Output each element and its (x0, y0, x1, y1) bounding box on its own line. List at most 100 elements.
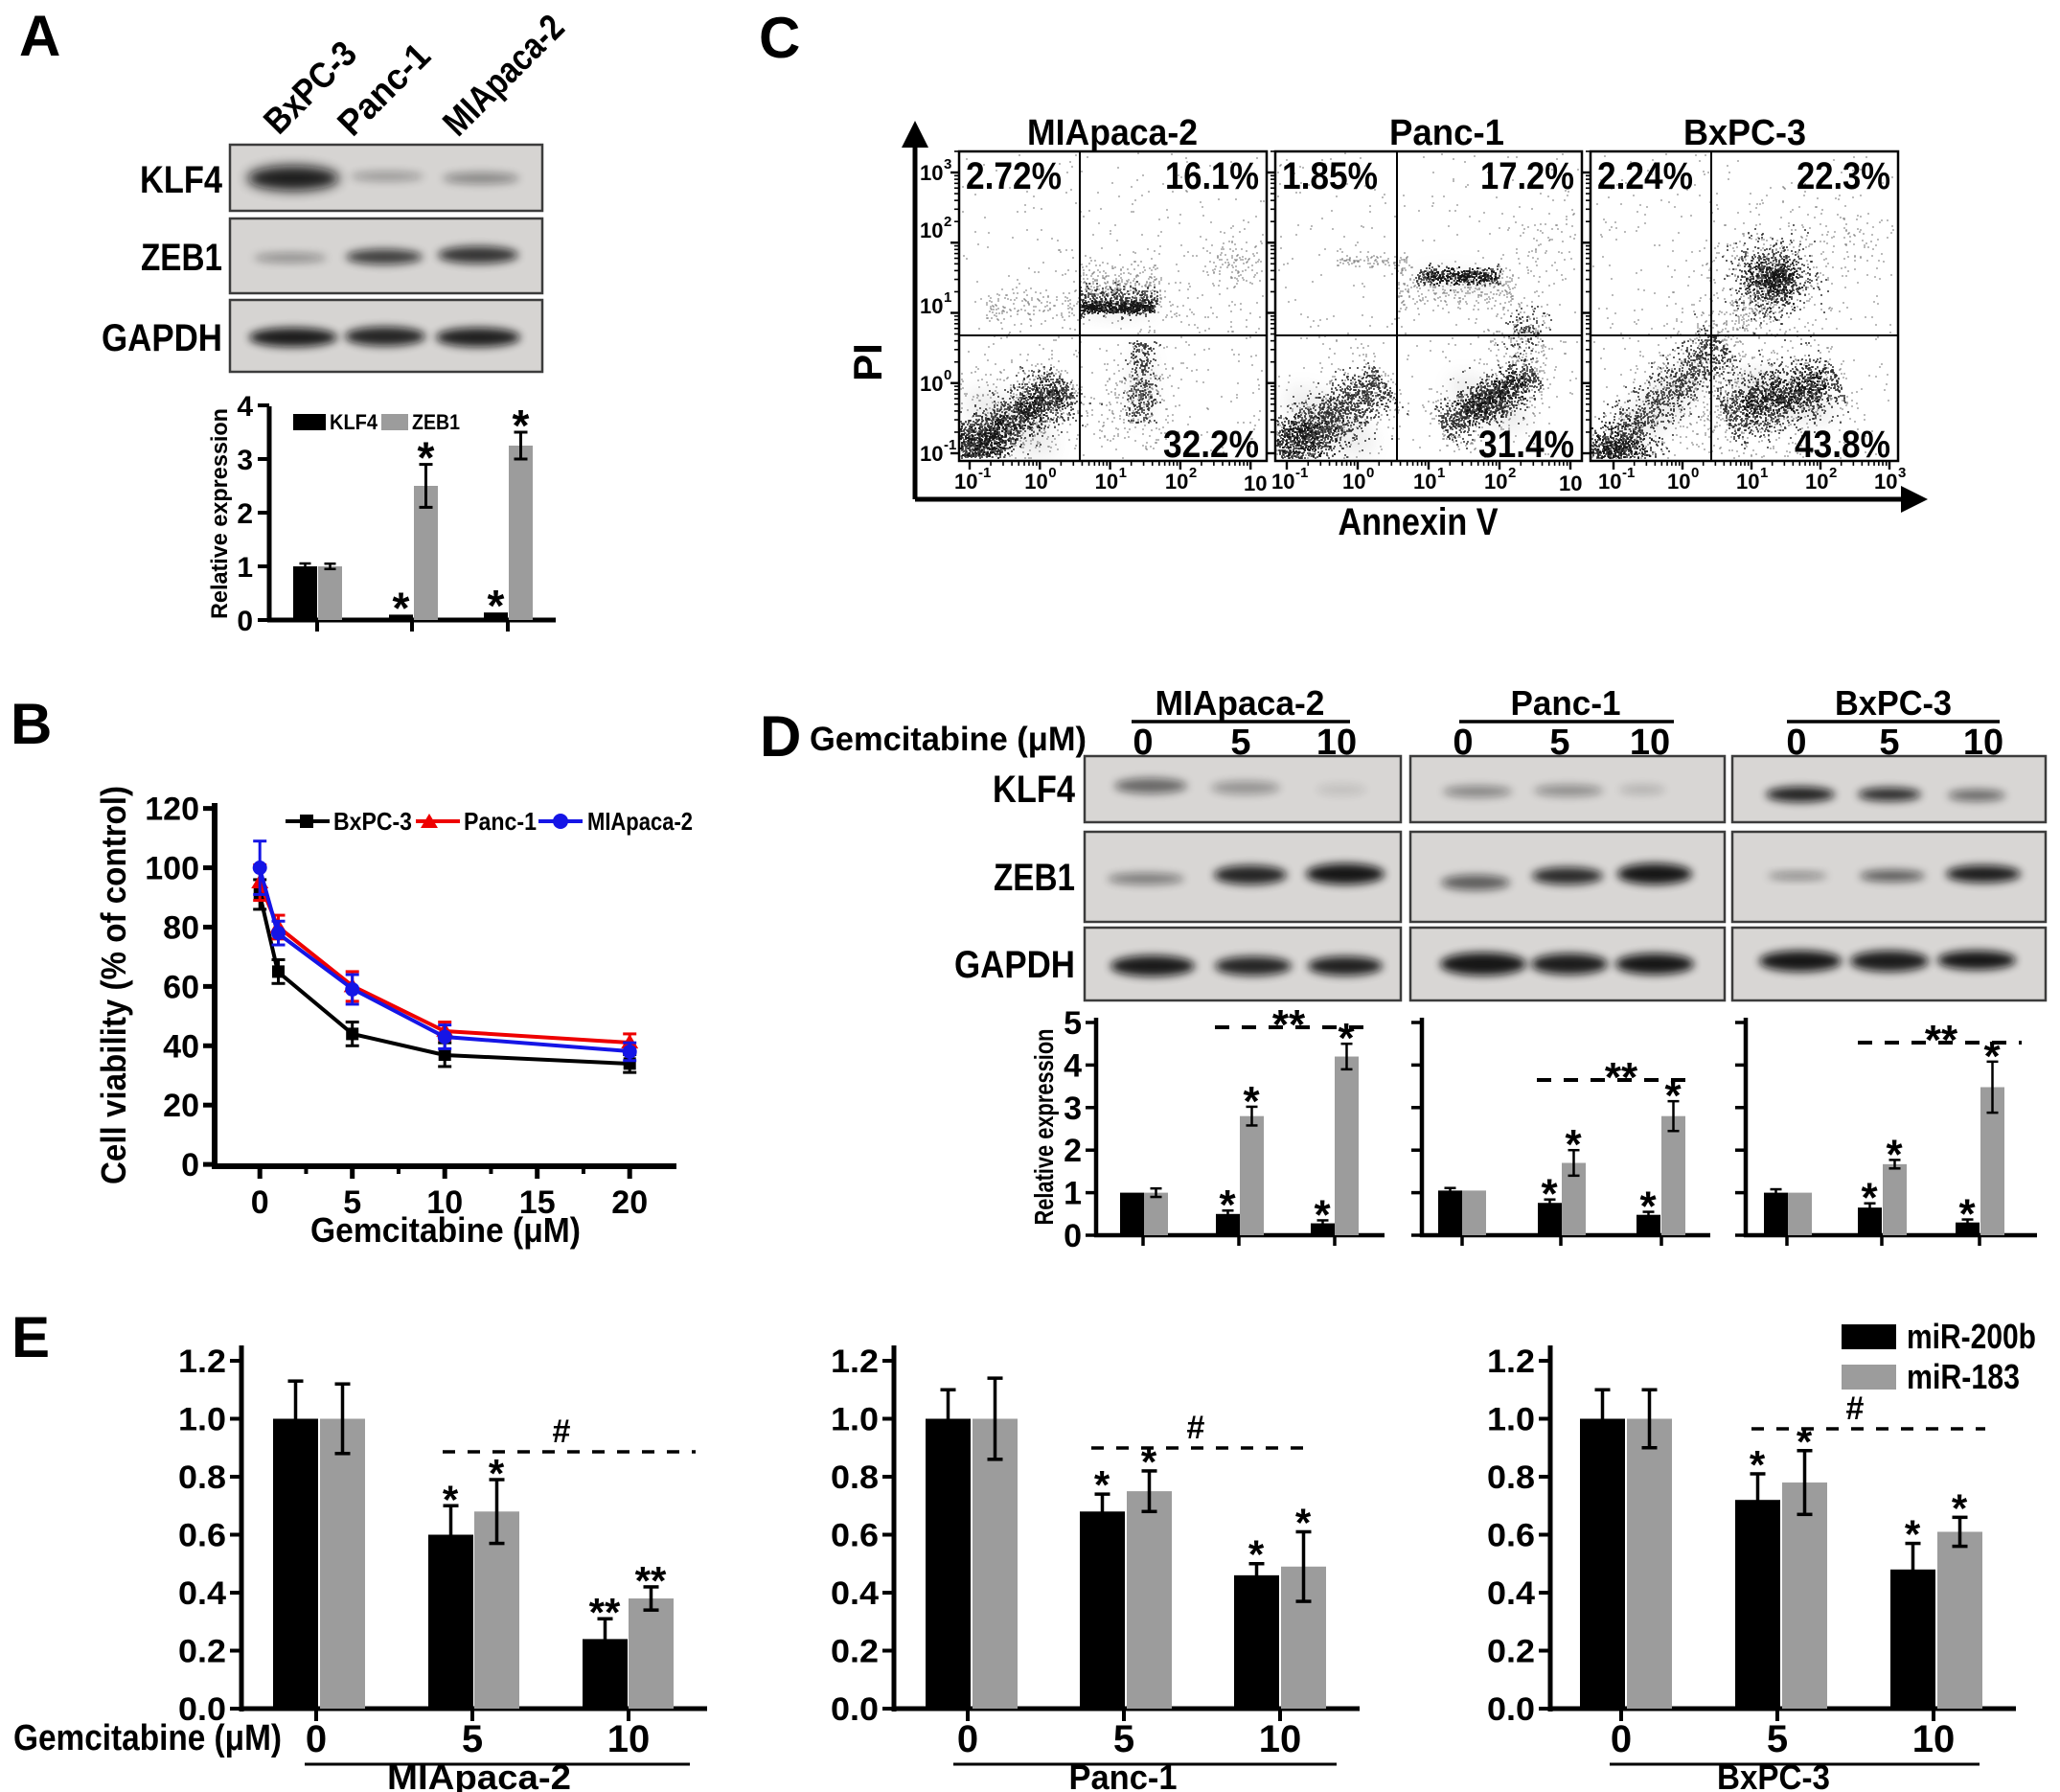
svg-text:Panc-1: Panc-1 (464, 807, 537, 836)
svg-text:31.4%: 31.4% (1478, 424, 1574, 466)
svg-text:10: 10 (1271, 470, 1294, 494)
svg-text:43.8%: 43.8% (1795, 424, 1890, 466)
svg-text:*: * (393, 583, 410, 632)
svg-text:*: * (1248, 1532, 1265, 1577)
svg-text:3: 3 (237, 445, 253, 476)
svg-text:1: 1 (1119, 465, 1127, 481)
svg-text:*: * (1886, 1131, 1903, 1178)
svg-text:10: 10 (1259, 1718, 1302, 1760)
svg-text:Relative expression: Relative expression (207, 408, 233, 619)
svg-text:*: * (1905, 1512, 1921, 1557)
svg-text:*: * (1664, 1072, 1682, 1119)
svg-text:*: * (1750, 1442, 1766, 1487)
svg-text:-1: -1 (944, 437, 956, 453)
svg-text:10: 10 (1244, 471, 1267, 495)
svg-text:5: 5 (462, 1718, 483, 1760)
svg-text:2: 2 (1508, 465, 1516, 481)
svg-text:0: 0 (306, 1718, 327, 1760)
svg-text:ZEB1: ZEB1 (412, 410, 460, 434)
svg-text:KLF4: KLF4 (993, 769, 1076, 811)
svg-text:*: * (1952, 1485, 1968, 1530)
svg-text:Cell viability (% of control): Cell viability (% of control) (94, 786, 133, 1184)
svg-text:10: 10 (920, 161, 943, 185)
svg-text:2.72%: 2.72% (966, 155, 1062, 197)
svg-text:*: * (1639, 1183, 1657, 1230)
svg-text:1: 1 (237, 552, 253, 584)
svg-text:10: 10 (1912, 1718, 1956, 1760)
svg-text:10: 10 (1165, 470, 1188, 494)
svg-text:2: 2 (1829, 465, 1837, 481)
svg-text:0.4: 0.4 (1487, 1575, 1535, 1612)
svg-text:32.2%: 32.2% (1163, 424, 1259, 466)
svg-text:5: 5 (343, 1184, 361, 1221)
svg-text:-1: -1 (1295, 465, 1308, 481)
svg-text:10: 10 (920, 294, 943, 318)
svg-text:ZEB1: ZEB1 (141, 237, 222, 279)
svg-text:**: ** (635, 1558, 667, 1603)
svg-text:0: 0 (944, 367, 951, 383)
svg-text:0.2: 0.2 (1487, 1634, 1535, 1670)
svg-text:0.6: 0.6 (831, 1518, 879, 1554)
svg-text:BxPC-3: BxPC-3 (1717, 1758, 1830, 1792)
svg-text:2: 2 (944, 214, 951, 230)
svg-text:10: 10 (1805, 470, 1828, 494)
svg-text:0: 0 (1453, 723, 1473, 763)
svg-text:#: # (1846, 1390, 1865, 1427)
svg-text:*: * (443, 1477, 459, 1522)
svg-text:10: 10 (1598, 470, 1621, 494)
svg-text:0.0: 0.0 (1487, 1691, 1535, 1728)
svg-text:16.1%: 16.1% (1165, 155, 1259, 197)
svg-text:1.85%: 1.85% (1282, 155, 1378, 197)
svg-text:BxPC-3: BxPC-3 (1683, 113, 1806, 153)
svg-text:10: 10 (1413, 470, 1436, 494)
svg-text:GAPDH: GAPDH (102, 317, 222, 359)
svg-text:10: 10 (1024, 470, 1047, 494)
svg-text:4: 4 (1064, 1047, 1082, 1084)
svg-text:#: # (1187, 1410, 1205, 1446)
svg-text:*: * (1958, 1191, 1976, 1238)
svg-text:**: ** (589, 1590, 621, 1635)
svg-text:5: 5 (1549, 723, 1569, 763)
svg-text:1: 1 (1437, 465, 1445, 481)
svg-text:*: * (1541, 1171, 1558, 1218)
svg-text:5: 5 (1879, 723, 1899, 763)
svg-text:E: E (11, 1305, 50, 1369)
svg-text:BxPC-3: BxPC-3 (333, 807, 412, 836)
svg-text:Relative expression: Relative expression (1029, 1029, 1059, 1226)
svg-text:A: A (19, 4, 60, 68)
svg-text:10: 10 (1736, 470, 1759, 494)
svg-text:BxPC-3: BxPC-3 (1835, 683, 1952, 723)
svg-text:C: C (759, 6, 800, 70)
svg-text:MIApaca-2: MIApaca-2 (587, 807, 693, 836)
svg-text:10: 10 (1484, 470, 1507, 494)
svg-text:2: 2 (1064, 1133, 1082, 1169)
svg-text:1: 1 (1760, 465, 1768, 481)
svg-text:2: 2 (1189, 465, 1197, 481)
svg-text:*: * (1141, 1439, 1157, 1484)
svg-text:0: 0 (1786, 723, 1806, 763)
svg-text:2: 2 (237, 498, 253, 530)
svg-text:MIApaca-2: MIApaca-2 (387, 1758, 571, 1792)
svg-text:0: 0 (957, 1718, 978, 1760)
svg-text:10: 10 (920, 372, 943, 396)
svg-text:*: * (1314, 1191, 1331, 1238)
svg-text:120: 120 (145, 792, 199, 828)
svg-text:3: 3 (1898, 465, 1906, 481)
svg-text:10: 10 (1095, 470, 1118, 494)
svg-text:10: 10 (954, 470, 977, 494)
svg-text:3: 3 (944, 156, 951, 172)
svg-text:100: 100 (145, 851, 199, 887)
svg-text:*: * (489, 1451, 505, 1496)
svg-text:1: 1 (944, 289, 951, 306)
svg-text:0.2: 0.2 (178, 1634, 226, 1670)
svg-text:-1: -1 (1622, 465, 1635, 481)
svg-text:2.24%: 2.24% (1597, 155, 1693, 197)
svg-text:10: 10 (1874, 470, 1897, 494)
svg-text:0: 0 (1691, 465, 1699, 481)
svg-text:KLF4: KLF4 (140, 159, 223, 201)
svg-text:miR-183: miR-183 (1907, 1357, 2020, 1396)
svg-text:*: * (1094, 1462, 1110, 1507)
svg-text:Annexin V: Annexin V (1339, 501, 1499, 543)
svg-text:Gemcitabine (μM): Gemcitabine (μM) (310, 1210, 581, 1250)
svg-text:1.2: 1.2 (1487, 1344, 1535, 1380)
